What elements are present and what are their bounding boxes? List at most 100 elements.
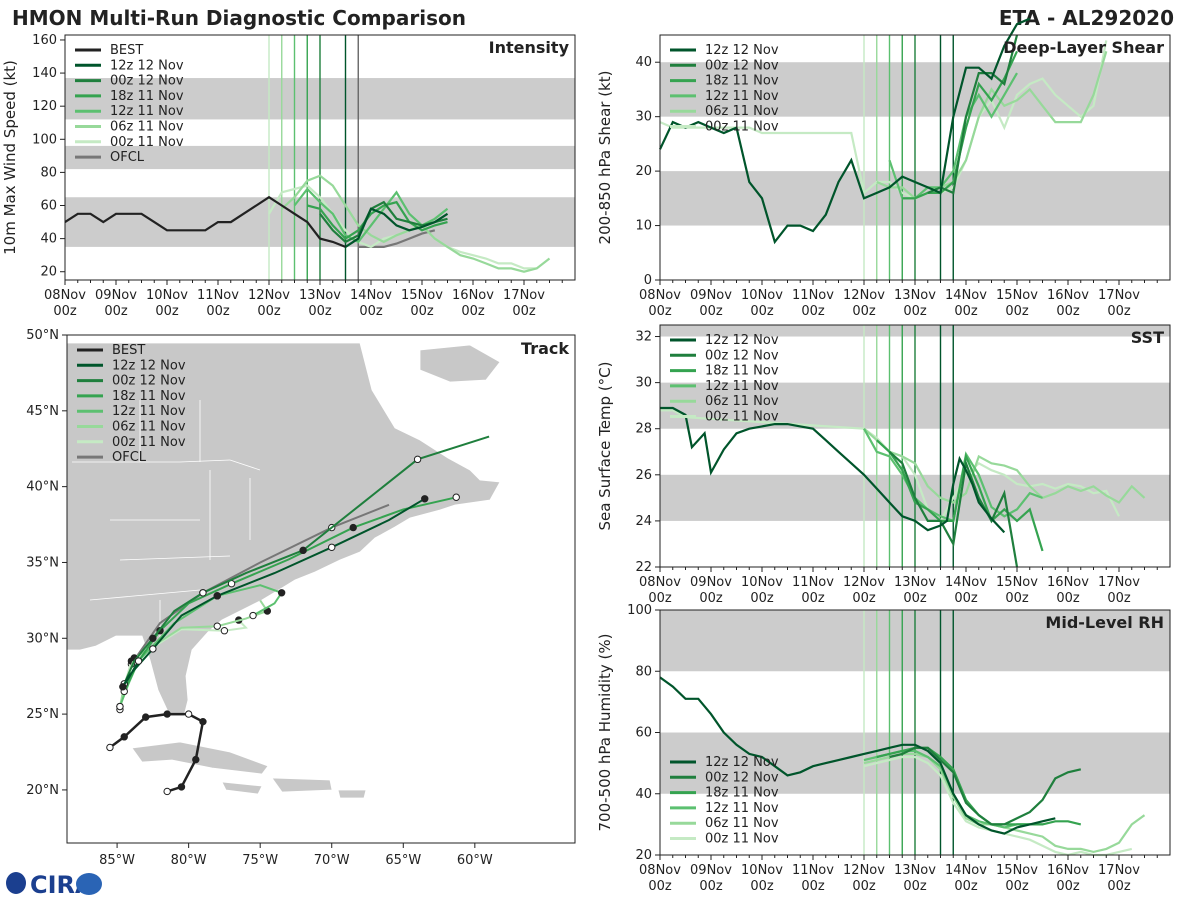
rh-xtick-hour-1: 00z [699, 879, 723, 894]
intensity-xtick-day-3: 11Nov [197, 288, 239, 303]
legend-label-1: 00z 12 Nov [705, 770, 779, 785]
legend-label-5: 00z 11 Nov [705, 832, 779, 847]
intensity-xtick-hour-7: 00z [410, 304, 434, 319]
track-point [163, 710, 171, 718]
intensity-line-18z-11-nov [307, 200, 448, 241]
legend-label-0: BEST [112, 343, 145, 358]
track-point [163, 787, 171, 796]
intensity-xtick-hour-5: 00z [308, 304, 332, 319]
rh-xtick-hour-3: 00z [801, 879, 825, 894]
legend-label-4: 06z 11 Nov [705, 104, 779, 119]
legend-label-2: 18z 11 Nov [705, 786, 779, 801]
intensity-xtick-day-5: 13Nov [299, 288, 341, 303]
track-line-ofcl [130, 503, 390, 665]
intensity-ytick-label-4: 100 [32, 132, 57, 147]
shear-xtick-day-0: 08Nov [639, 288, 681, 303]
storm-id: ETA - AL292020 [999, 6, 1174, 30]
ytick-label-4: 40°N [26, 480, 59, 495]
shear-ylabel: 200-850 hPa Shear (kt) [596, 71, 614, 245]
shear-xtick-hour-0: 00z [648, 304, 672, 319]
intensity-ytick-label-7: 160 [32, 33, 57, 48]
shear-ytick-label-2: 20 [635, 164, 652, 179]
ytick-label-6: 50°N [26, 328, 59, 343]
xtick-label-2: 75°W [242, 853, 278, 868]
rh-xtick-day-4: 12Nov [843, 863, 885, 878]
legend-label-0: 12z 12 Nov [705, 755, 779, 770]
rh-xtick-hour-9: 00z [1107, 879, 1131, 894]
sst-xtick-day-7: 15Nov [996, 575, 1038, 590]
sst-xtick-day-3: 11Nov [792, 575, 834, 590]
intensity-xtick-day-8: 16Nov [452, 288, 494, 303]
track-point [119, 683, 127, 691]
track-point [349, 523, 357, 532]
rh-xtick-day-6: 14Nov [945, 863, 987, 878]
sst-panel: 22242628303208Nov00z09Nov00z10Nov00z11No… [596, 324, 1171, 606]
intensity-ytick-label-5: 120 [32, 99, 57, 114]
intensity-xtick-day-7: 15Nov [401, 288, 443, 303]
sst-ylabel: Sea Surface Temp (°C) [596, 361, 614, 530]
shear-panel: 01020304008Nov00z09Nov00z10Nov00z11Nov00… [596, 17, 1171, 319]
xtick-label-1: 80°W [171, 853, 207, 868]
sst-xtick-hour-9: 00z [1107, 591, 1131, 606]
intensity-title: Intensity [489, 38, 570, 57]
intensity-xtick-hour-6: 00z [359, 304, 383, 319]
rh-xtick-hour-0: 00z [648, 879, 672, 894]
intensity-xtick-hour-1: 00z [104, 304, 128, 319]
rh-ylabel: 700-500 hPa Humidity (%) [596, 633, 614, 831]
sst-ytick-label-1: 24 [635, 514, 652, 529]
shear-ytick-label-3: 30 [635, 110, 652, 125]
sst-xtick-hour-3: 00z [801, 591, 825, 606]
cira-logo: CIRA [6, 871, 102, 899]
track-point [149, 645, 157, 653]
legend-label-5: 06z 11 Nov [112, 420, 186, 435]
shear-xtick-hour-2: 00z [750, 304, 774, 319]
state-border-1 [179, 459, 231, 463]
shear-xtick-hour-6: 00z [954, 304, 978, 319]
rh-xtick-hour-4: 00z [852, 879, 876, 894]
map-land-4 [337, 789, 367, 799]
legend-label-3: 12z 11 Nov [705, 801, 779, 816]
rh-ytick-label-4: 100 [627, 603, 652, 618]
shear-xtick-hour-5: 00z [903, 304, 927, 319]
shear-xtick-day-6: 14Nov [945, 288, 987, 303]
rh-line-12z-12-nov [659, 676, 1056, 835]
rh-xtick-hour-2: 00z [750, 879, 774, 894]
rh-xtick-day-7: 15Nov [996, 863, 1038, 878]
sst-line-06z-11-nov [863, 427, 1146, 504]
ytick-label-1: 25°N [26, 707, 59, 722]
legend-label-2: 18z 11 Nov [705, 74, 779, 89]
legend-label-4: 12z 11 Nov [110, 104, 184, 119]
map-land-2 [271, 777, 333, 793]
intensity-xtick-day-6: 14Nov [350, 288, 392, 303]
track-point [184, 710, 193, 718]
rh-ytick-label-3: 80 [635, 664, 652, 679]
legend-label-5: 00z 11 Nov [705, 120, 779, 135]
legend-label-1: 00z 12 Nov [705, 58, 779, 73]
sst-xtick-hour-0: 00z [648, 591, 672, 606]
legend-label-1: 12z 12 Nov [110, 58, 184, 73]
sst-ytick-label-2: 26 [635, 468, 652, 483]
intensity-xtick-day-4: 12Nov [248, 288, 290, 303]
map-frame [66, 334, 576, 844]
track-point [106, 743, 114, 752]
sst-ytick-label-5: 32 [635, 330, 652, 345]
figure-title: HMON Multi-Run Diagnostic Comparison [12, 6, 466, 30]
legend-label-3: 12z 11 Nov [705, 89, 779, 104]
legend-label-3: 12z 11 Nov [705, 379, 779, 394]
rh-ytick-label-1: 40 [635, 787, 652, 802]
ytick-label-0: 20°N [26, 783, 59, 798]
intensity-xtick-hour-3: 00z [206, 304, 230, 319]
rh-xtick-day-8: 16Nov [1047, 863, 1089, 878]
legend-label-0: BEST [110, 43, 143, 58]
shear-ytick-label-4: 40 [635, 55, 652, 70]
rh-title: Mid-Level RH [1045, 613, 1164, 632]
sst-ytick-label-0: 22 [635, 560, 652, 575]
sst-line-00z-12-nov [888, 450, 1019, 568]
rh-xtick-day-3: 11Nov [792, 863, 834, 878]
sst-xtick-day-1: 09Nov [690, 575, 732, 590]
xtick-label-4: 65°W [385, 853, 421, 868]
rh-xtick-day-1: 09Nov [690, 863, 732, 878]
intensity-xtick-hour-0: 00z [53, 304, 77, 319]
rh-xtick-hour-7: 00z [1005, 879, 1029, 894]
rh-xtick-hour-5: 00z [903, 879, 927, 894]
